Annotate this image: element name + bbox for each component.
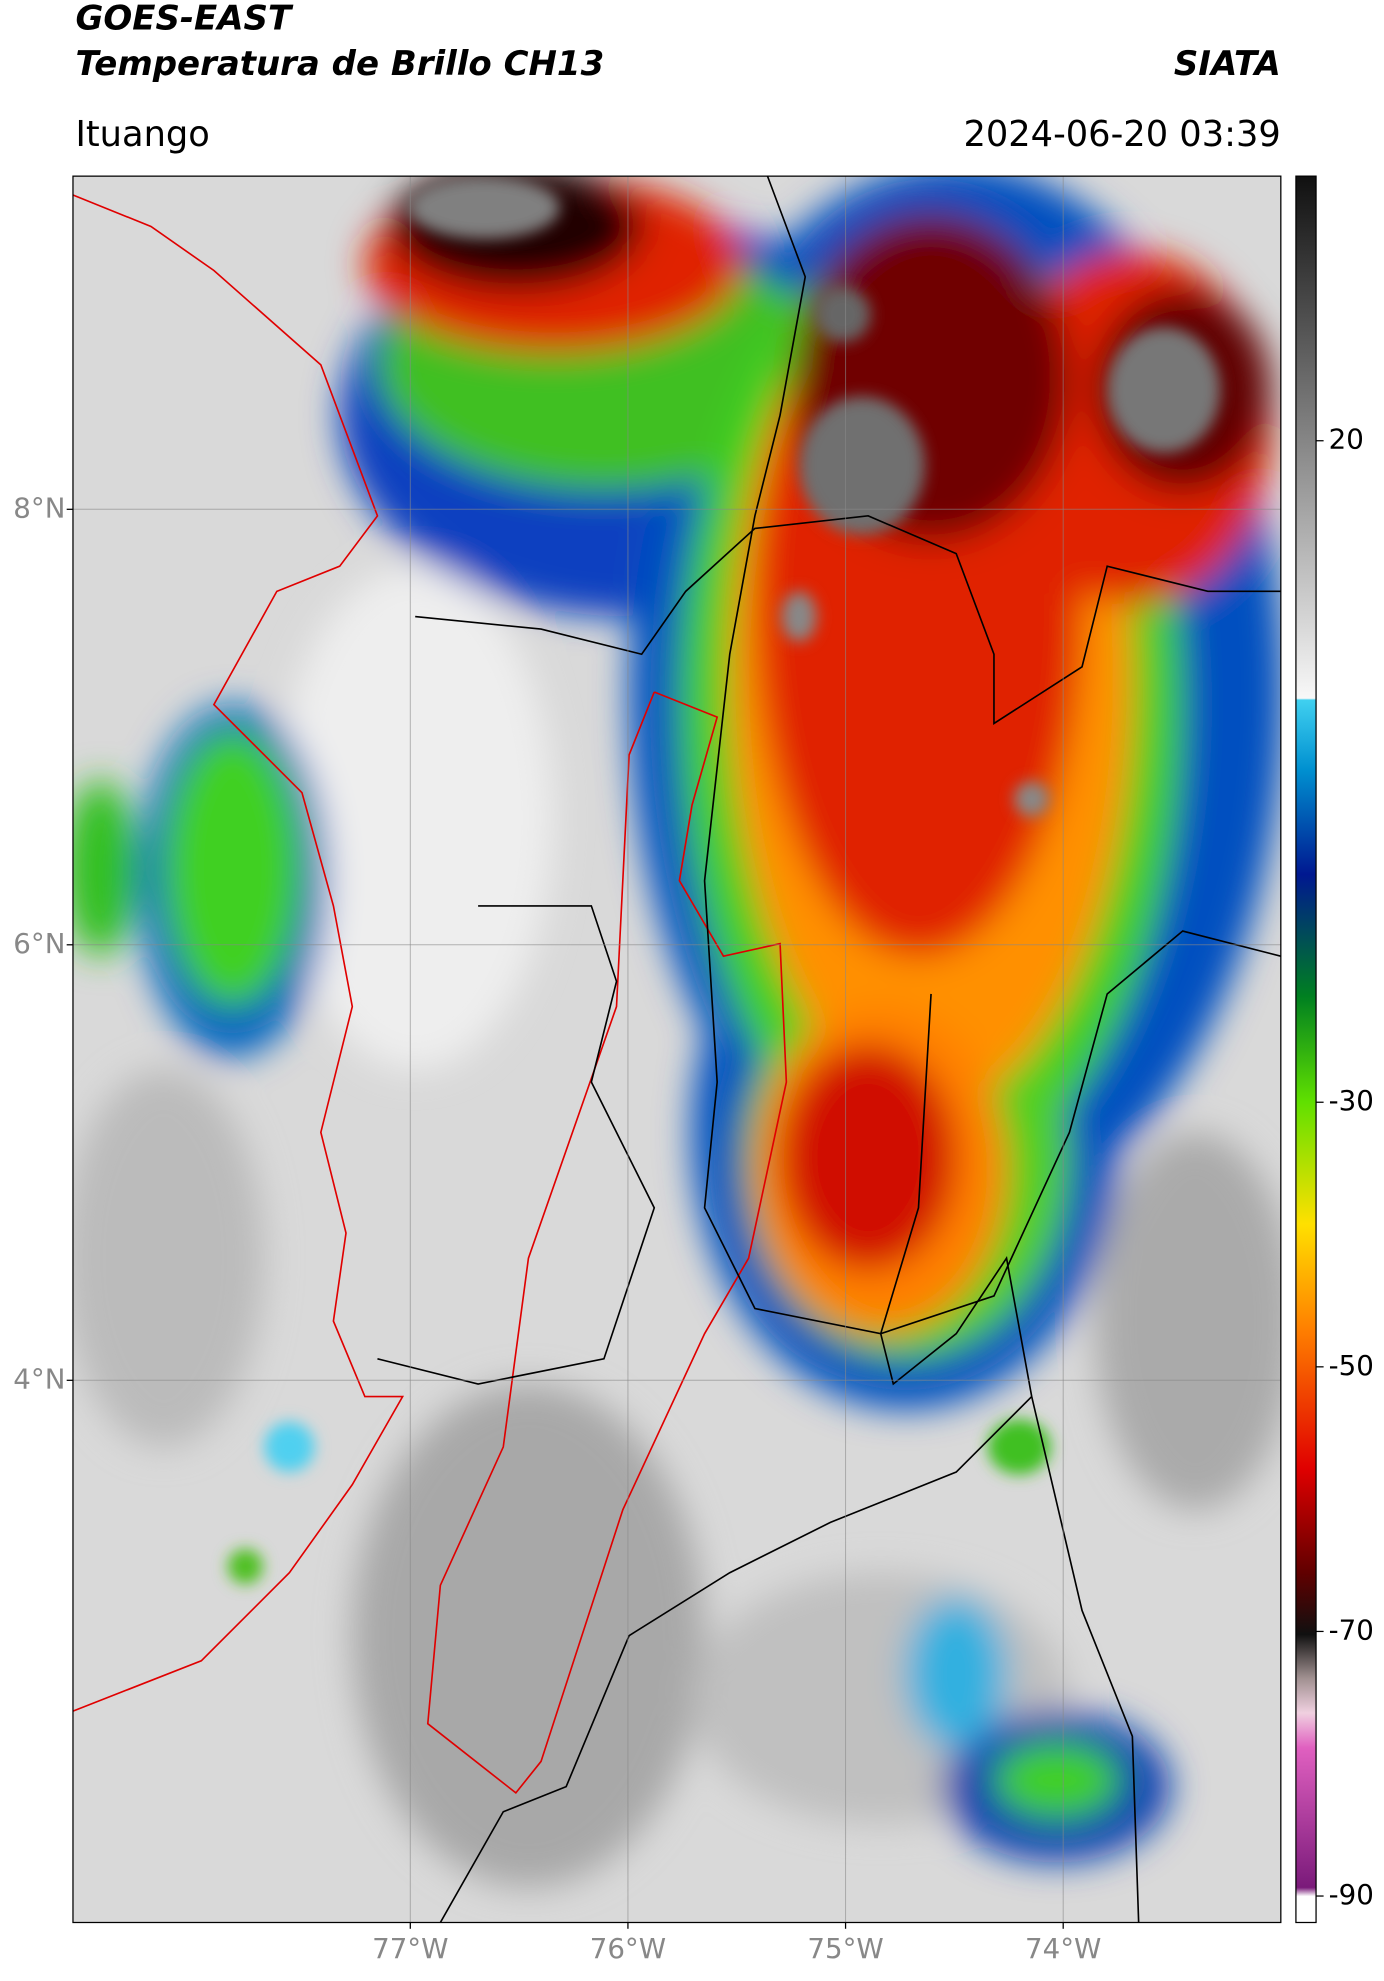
subtitle: Temperatura de Brillo CH13 — [75, 44, 604, 84]
datetime: 2024-06-20 03:39 — [963, 114, 1280, 155]
lat-label: 8°N — [13, 491, 65, 524]
map-frame — [72, 175, 1282, 1924]
lon-label: 77°W — [372, 1932, 448, 1965]
title: GOES-EAST — [75, 0, 293, 39]
lat-label: 4°N — [13, 1362, 65, 1395]
lat-label: 6°N — [13, 927, 65, 960]
colorbar-label: -50 — [1329, 1349, 1374, 1382]
colorbar-label: -90 — [1329, 1878, 1374, 1911]
colorbar — [1295, 175, 1317, 1924]
lon-label: 74°W — [1025, 1932, 1101, 1965]
region: Ituango — [75, 114, 209, 155]
grid — [72, 176, 1281, 1923]
colorbar-label: 20 — [1329, 423, 1364, 456]
colorbar-label: -70 — [1329, 1613, 1374, 1646]
source: SIATA — [1174, 44, 1281, 84]
lon-label: 76°W — [590, 1932, 666, 1965]
lon-label: 75°W — [807, 1932, 883, 1965]
colorbar-label: -30 — [1329, 1084, 1374, 1117]
satellite-image — [72, 176, 1281, 1923]
